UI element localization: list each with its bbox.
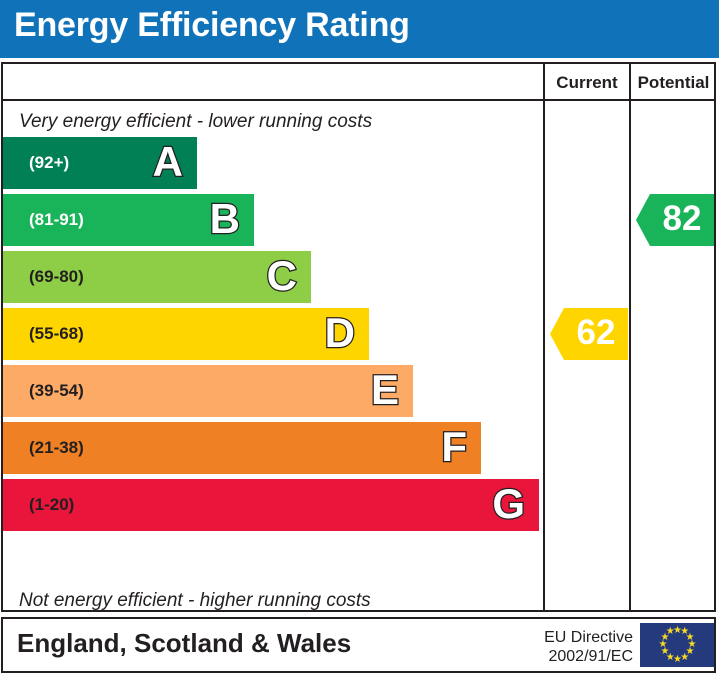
band-bar-d: (55-68) D — [3, 308, 369, 360]
band-bar-g: (1-20) G — [3, 479, 539, 531]
band-letter-a: A — [151, 137, 184, 187]
caption-bottom: Not energy efficient - higher running co… — [19, 590, 371, 611]
band-range-a: (92+) — [29, 153, 70, 172]
eu-flag-star-icon: ★ — [665, 626, 675, 638]
eu-flag-star-icon: ★ — [680, 651, 690, 663]
band-range-b: (81-91) — [29, 210, 84, 229]
eu-flag-icon: ★ ★ ★ ★ ★ ★ ★ ★ ★ ★ ★ ★ — [640, 623, 714, 667]
caption-top: Very energy efficient - lower running co… — [19, 111, 373, 132]
footer: England, Scotland & Wales EU Directive 2… — [1, 617, 716, 673]
band-range-f: (21-38) — [29, 438, 84, 457]
eu-flag-star-icon: ★ — [685, 631, 695, 643]
eu-flag-star-icon: ★ — [660, 646, 670, 658]
band-range-d: (55-68) — [29, 324, 84, 343]
current-column-divider — [543, 64, 545, 610]
eu-flag-star-icon: ★ — [687, 639, 697, 650]
column-header-current: Current — [556, 73, 618, 92]
eu-flag-star-icon: ★ — [660, 631, 670, 643]
band-letter-f: F — [440, 422, 468, 472]
eu-flag-star-icon: ★ — [673, 624, 682, 636]
eu-flag-star-icon: ★ — [685, 646, 695, 658]
rating-value-current: 62 — [576, 313, 616, 352]
rating-marker-current: 62 — [550, 308, 628, 360]
potential-column-divider — [629, 64, 631, 610]
band-range-e: (39-54) — [29, 381, 84, 400]
title-banner: Energy Efficiency Rating — [0, 0, 719, 58]
directive-line-1: EU Directive — [544, 629, 633, 646]
band-letter-e: E — [370, 365, 401, 415]
header-divider — [3, 99, 714, 101]
band-bar-e: (39-54) E — [3, 365, 413, 417]
band-range-c: (69-80) — [29, 267, 84, 286]
band-letter-c: C — [265, 251, 298, 301]
page-title: Energy Efficiency Rating — [14, 6, 410, 44]
eu-flag-star-icon: ★ — [673, 653, 682, 665]
eu-flag-star-icon: ★ — [680, 626, 690, 638]
band-bars: (92+) A (81-91) B (69-80) C (55-68) D (39-54) E (2… — [3, 64, 714, 610]
rating-table: Current Potential Very energy efficient … — [1, 62, 716, 612]
eu-flag-star-icon: ★ — [665, 651, 675, 663]
band-letter-d: D — [323, 308, 356, 358]
footer-directive-label: EU Directive 2002/91/EC — [523, 628, 633, 666]
band-range-g: (1-20) — [29, 495, 75, 514]
band-bar-b: (81-91) B — [3, 194, 254, 246]
rating-marker-potential: 82 — [636, 194, 714, 246]
band-bar-c: (69-80) C — [3, 251, 311, 303]
footer-region-label: England, Scotland & Wales — [17, 628, 352, 658]
eu-flag-star-icon: ★ — [658, 639, 668, 650]
directive-line-2: 2002/91/EC — [548, 648, 633, 665]
band-letter-g: G — [491, 479, 526, 529]
band-bar-a: (92+) A — [3, 137, 197, 189]
rating-markers: 62 82 — [3, 64, 714, 610]
band-bar-f: (21-38) F — [3, 422, 481, 474]
band-letter-b: B — [208, 194, 241, 244]
rating-value-potential: 82 — [662, 199, 702, 238]
column-header-potential: Potential — [637, 73, 710, 92]
